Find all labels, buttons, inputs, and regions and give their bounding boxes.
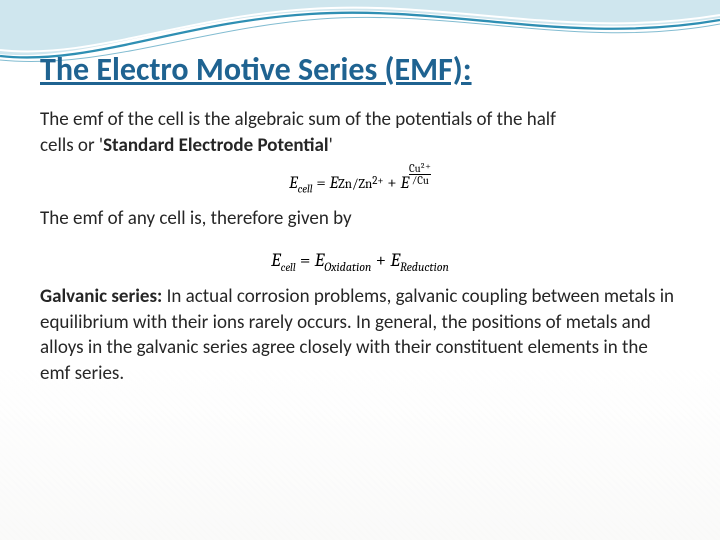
eq1-term2-bot: ⁄Cu [409,174,431,186]
galvanic-label: Galvanic series: [40,285,162,308]
eq1-lhs-sub: cell [298,183,313,196]
eq1-term1-e: E [330,174,339,193]
eq1-lhs-e: E [289,174,298,193]
eq2-equals: = [300,249,315,271]
eq2-term2-e: E [390,249,400,271]
eq1-term2-top: Cu²⁺ [409,164,431,174]
eq2-term1-sub: Oxidation [324,260,371,274]
equation-1: Ecell = EZn/Zn2+ + ECu²⁺⁄Cu [40,164,680,195]
eq1-equals: = [316,174,329,193]
eq2-term1-e: E [315,249,325,271]
eq2-lhs-e: E [271,249,281,271]
eq2-lhs-sub: cell [281,261,296,274]
eq1-term1-label: Zn/Zn [338,177,372,192]
equation-2: Ecell = EOxidation + EReduction [40,249,680,274]
eq1-plus: + [387,174,400,193]
intro-line2-suffix: ' [329,134,333,157]
mid-text: The emf of any cell is, therefore given … [40,206,680,232]
eq1-term2-frac: Cu²⁺⁄Cu [409,164,431,186]
intro-line1: The emf of the cell is the algebraic sum… [40,108,556,131]
intro-line2-prefix: cells or ' [40,134,103,157]
slide-title: The Electro Motive Series (EMF): [40,50,680,89]
galvanic-paragraph: Galvanic series: In actual corrosion pro… [40,284,680,387]
eq2-plus: + [376,249,391,271]
eq2-term2-sub: Reduction [400,260,449,274]
slide-content: The Electro Motive Series (EMF): The emf… [0,0,720,427]
intro-paragraph: The emf of the cell is the algebraic sum… [40,107,680,158]
intro-bold-term: Standard Electrode Potential [103,134,329,157]
eq1-term1-sup: 2+ [372,176,383,186]
eq1-term2-e: E [400,174,409,193]
eq1-term1-sup-top: 2+ [372,176,383,186]
